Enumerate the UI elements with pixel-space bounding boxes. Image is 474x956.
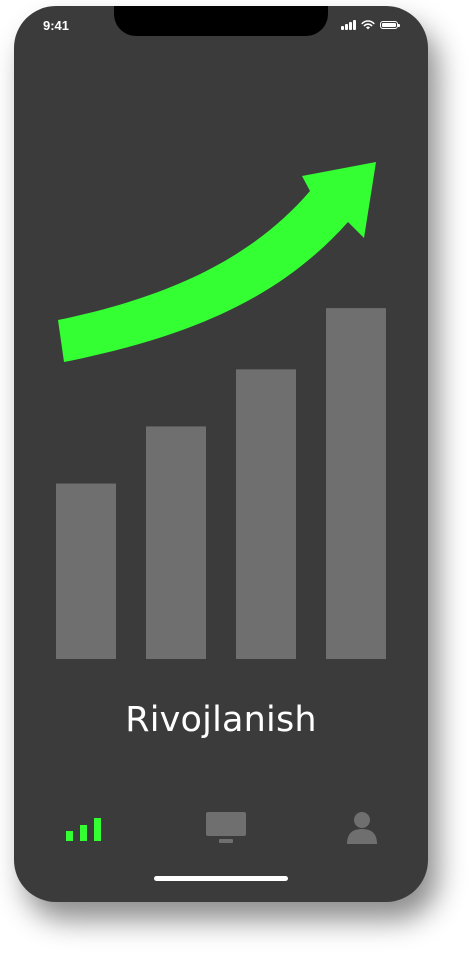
monitor-icon [206, 812, 246, 843]
device-notch [114, 6, 328, 36]
status-icons [341, 19, 400, 31]
cellular-signal-icon [341, 20, 356, 30]
tab-stats[interactable] [54, 806, 114, 850]
wifi-icon [361, 20, 375, 30]
battery-icon [380, 21, 400, 29]
tab-monitor[interactable] [196, 806, 256, 850]
tab-profile[interactable] [332, 806, 392, 850]
phone-screen: 9:41 Rivojlanish [14, 6, 428, 902]
illustration-bar [146, 426, 206, 659]
illustration-bar [236, 369, 296, 659]
growth-arrow-icon [58, 162, 376, 362]
illustration-bar [326, 308, 386, 659]
illustration-bars [56, 308, 386, 659]
signal-bars-icon [66, 818, 101, 841]
page-title: Rivojlanish [125, 700, 317, 740]
illustration-bar [56, 483, 116, 659]
tab-bar [14, 806, 428, 850]
growth-illustration [56, 162, 386, 659]
status-time: 9:41 [43, 18, 70, 33]
home-indicator[interactable] [154, 876, 288, 881]
user-icon [347, 812, 377, 844]
